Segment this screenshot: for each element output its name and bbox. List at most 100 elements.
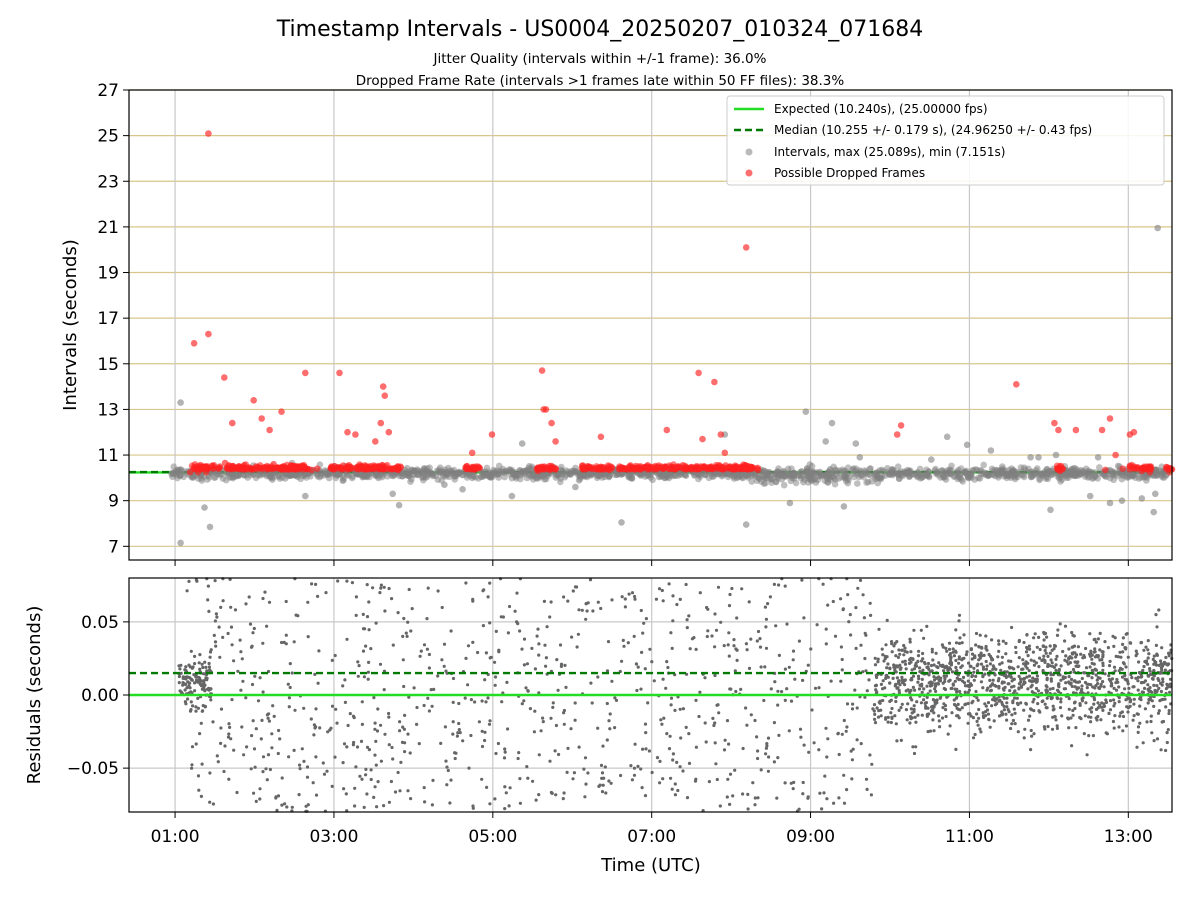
residual-point xyxy=(931,698,936,702)
residual-point xyxy=(864,633,868,637)
residual-point xyxy=(713,741,717,745)
residual-point xyxy=(605,669,610,673)
residual-point xyxy=(1107,664,1112,668)
residual-point xyxy=(918,683,922,687)
residual-point xyxy=(1155,689,1159,693)
interval-point xyxy=(655,473,663,481)
interval-point xyxy=(1027,454,1034,461)
residual-point xyxy=(640,786,644,790)
residual-point xyxy=(1032,659,1036,663)
residual-point xyxy=(901,660,905,664)
residual-point xyxy=(1108,708,1113,712)
residual-point xyxy=(1080,699,1084,703)
residual-point xyxy=(374,739,378,744)
residual-point xyxy=(382,804,386,808)
interval-point xyxy=(786,499,794,507)
interval-point xyxy=(771,470,779,477)
residual-point xyxy=(402,727,406,731)
interval-point xyxy=(1047,471,1055,478)
residual-point xyxy=(791,787,795,791)
residual-point xyxy=(958,689,962,694)
residual-point xyxy=(821,582,825,586)
residual-point xyxy=(965,650,969,654)
residual-point xyxy=(903,662,908,666)
interval-point xyxy=(894,470,902,477)
interval-point xyxy=(797,472,805,480)
dropped-frame-point xyxy=(1102,466,1109,474)
residual-point xyxy=(895,676,900,680)
residual-point xyxy=(1058,706,1063,710)
residual-point xyxy=(719,620,723,624)
residual-point xyxy=(375,729,380,733)
residual-point xyxy=(1146,674,1151,678)
residual-point xyxy=(1135,712,1139,716)
residual-point xyxy=(365,615,370,619)
residual-point xyxy=(1002,680,1006,685)
top-panel-x-ticks xyxy=(174,560,1129,566)
residual-point xyxy=(476,650,480,655)
residual-point xyxy=(897,691,902,695)
residual-point xyxy=(630,778,635,782)
residual-point xyxy=(735,658,739,663)
residual-point xyxy=(941,706,945,710)
interval-point xyxy=(495,462,503,470)
interval-point xyxy=(1159,474,1166,481)
residual-point xyxy=(207,665,211,669)
residual-point xyxy=(1057,690,1061,694)
residual-point xyxy=(1107,677,1111,682)
interval-point xyxy=(441,481,448,489)
residual-point xyxy=(571,777,575,781)
residual-point xyxy=(873,721,878,725)
dropped-frame-point xyxy=(234,465,242,473)
residual-point xyxy=(636,665,640,669)
residual-point xyxy=(801,678,805,683)
residual-point xyxy=(1117,700,1121,704)
residual-point xyxy=(912,710,916,714)
residual-point xyxy=(1088,652,1092,656)
dropped-frame-point xyxy=(599,464,606,471)
residual-point xyxy=(734,647,738,651)
residual-point xyxy=(902,653,906,657)
residual-point xyxy=(453,751,457,755)
residual-point xyxy=(544,664,548,668)
residual-point xyxy=(870,762,874,766)
residual-point xyxy=(376,707,380,711)
residual-point xyxy=(659,718,663,722)
residual-point xyxy=(208,668,212,672)
interval-point xyxy=(560,468,567,476)
residual-point xyxy=(373,785,377,789)
residual-point xyxy=(461,739,465,743)
residual-point xyxy=(1121,661,1126,665)
residual-point xyxy=(314,755,318,759)
residual-point xyxy=(991,664,995,668)
residual-point xyxy=(367,748,371,752)
residual-point xyxy=(405,634,409,639)
residual-point xyxy=(886,715,890,720)
residual-point xyxy=(284,599,288,604)
residual-point xyxy=(178,667,182,671)
residual-point xyxy=(457,721,461,726)
interval-point xyxy=(177,539,184,547)
residual-point xyxy=(650,770,654,775)
residual-point xyxy=(848,613,852,617)
residual-point xyxy=(749,637,753,641)
residual-point xyxy=(1009,675,1013,680)
residual-point xyxy=(244,602,248,606)
x-tick-label: 11:00 xyxy=(945,827,994,847)
interval-point xyxy=(1106,499,1114,507)
residual-point xyxy=(187,663,191,667)
residual-point xyxy=(1037,665,1041,669)
residual-point xyxy=(1018,682,1022,686)
residual-point xyxy=(1124,646,1128,650)
residual-point xyxy=(728,592,732,597)
residual-point xyxy=(906,688,910,692)
residual-point xyxy=(1069,677,1074,682)
dropped-frame-point xyxy=(377,419,385,427)
residual-point xyxy=(1029,728,1033,733)
x-tick-label: 13:00 xyxy=(1104,827,1153,847)
residual-point xyxy=(390,745,394,750)
interval-point xyxy=(894,463,902,471)
residual-point xyxy=(849,749,853,753)
residual-point xyxy=(952,654,957,658)
residual-point xyxy=(444,759,448,763)
